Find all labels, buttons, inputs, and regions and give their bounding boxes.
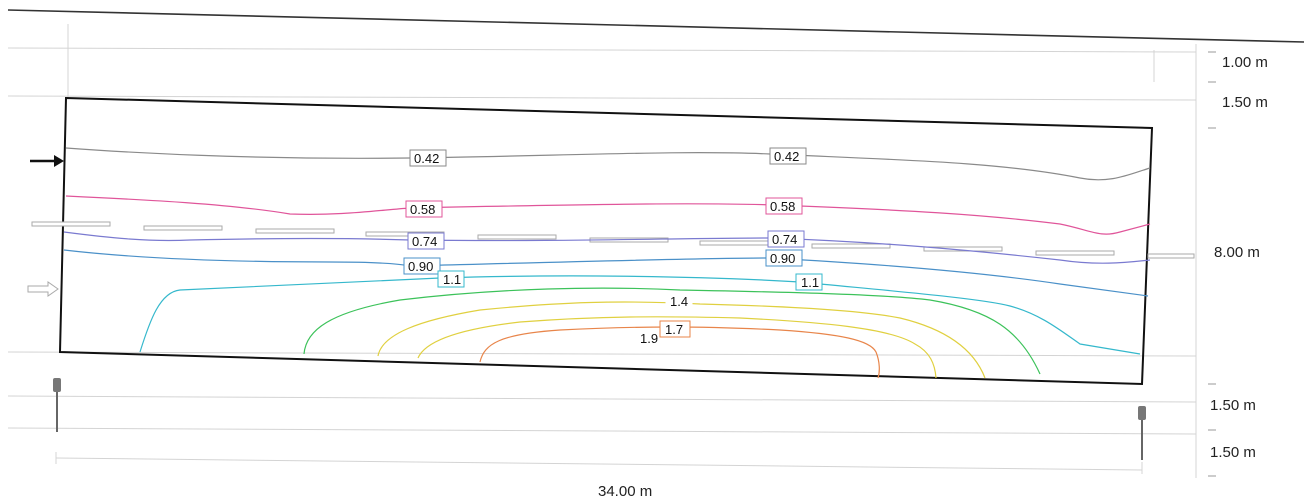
label-0.58-a: 0.58 xyxy=(410,202,435,217)
label-box-0.42-b xyxy=(769,147,807,165)
label-0.90-b: 0.90 xyxy=(770,251,795,266)
isoline-1.1 xyxy=(139,275,1141,355)
dim-row-4: 1.50 m xyxy=(1210,397,1256,414)
dim-row-3: 8.00 m xyxy=(1214,244,1260,261)
label-box-0.74-a xyxy=(407,232,445,250)
isoline-0.90 xyxy=(63,249,1149,297)
label-box-1.1-b xyxy=(795,273,823,291)
isoline-0.58 xyxy=(65,195,1151,235)
street-lamp-icon xyxy=(53,378,61,432)
top-edge-line xyxy=(7,9,1305,43)
label-1.9: 1.9 xyxy=(640,331,658,346)
label-box-0.90-a xyxy=(403,257,441,275)
dim-row-5: 1.50 m xyxy=(1210,444,1256,461)
street-lamp-icon xyxy=(1138,406,1146,460)
isoline-1.7-mid xyxy=(417,316,937,379)
label-box-1.4 xyxy=(665,292,693,310)
label-box-1.1-a xyxy=(437,270,465,288)
label-box-0.58-a xyxy=(405,200,443,218)
label-box-0.90-b xyxy=(765,249,803,267)
label-box-0.58-b xyxy=(765,197,803,215)
isoline-0.74 xyxy=(63,231,1151,264)
label-0.74-a: 0.74 xyxy=(412,234,437,249)
arrow-right-icon xyxy=(30,155,64,167)
label-0.42-b: 0.42 xyxy=(774,149,799,164)
calculation-field-frame xyxy=(58,96,1154,386)
label-0.74-b: 0.74 xyxy=(772,232,797,247)
label-box-0.42-a xyxy=(409,149,447,167)
label-box-1.7 xyxy=(659,320,691,338)
isoline-labels: 0.42 0.42 0.58 0.58 0.74 0.74 0.90 0.90 … xyxy=(403,147,823,346)
label-1.4: 1.4 xyxy=(670,294,688,309)
isoline-curves xyxy=(63,147,1151,379)
label-1.7: 1.7 xyxy=(665,322,683,337)
dim-row-2: 1.50 m xyxy=(1222,94,1268,111)
isoline-1.7-outer xyxy=(377,301,986,379)
isoline-1.9 xyxy=(479,326,880,379)
outline-arrow-right-icon xyxy=(27,281,59,297)
label-0.90-a: 0.90 xyxy=(408,259,433,274)
isoline-1.4 xyxy=(303,287,1041,375)
row-guide-lines xyxy=(7,24,1197,478)
isoline-0.42 xyxy=(65,147,1151,181)
label-1.1-b: 1.1 xyxy=(801,275,819,290)
label-0.42-a: 0.42 xyxy=(414,151,439,166)
dimension-ticks xyxy=(1208,51,1216,477)
label-1.1-a: 1.1 xyxy=(443,272,461,287)
label-0.58-b: 0.58 xyxy=(770,199,795,214)
dim-row-1: 1.00 m xyxy=(1222,54,1268,71)
label-box-0.74-b xyxy=(767,230,805,248)
dim-length: 34.00 m xyxy=(598,483,652,500)
